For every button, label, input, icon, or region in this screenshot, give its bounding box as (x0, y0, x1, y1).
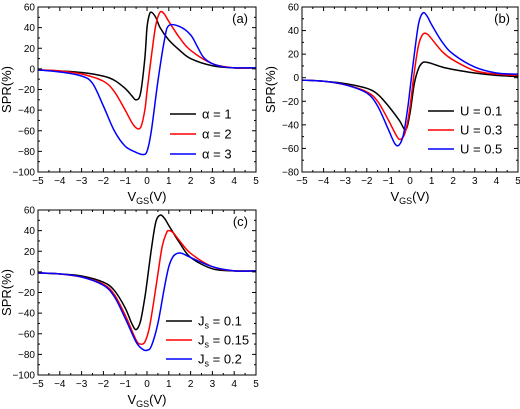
x-tick-label: 0 (144, 176, 150, 187)
series-line-0 (302, 61, 518, 131)
x-tick-label: 2 (188, 379, 194, 390)
x-tick-label: −3 (76, 379, 88, 390)
x-tick-label: −4 (54, 379, 66, 390)
y-tick-label: −40 (18, 309, 35, 320)
legend-entry-1: α = 2 (202, 127, 232, 142)
legend-entry-2: Js = 0.2 (198, 352, 242, 369)
y-tick-label: −100 (12, 371, 35, 382)
series-line-1 (302, 32, 518, 141)
y-axis-label: SPR(%) (263, 66, 278, 113)
y-tick-label: 0 (293, 73, 299, 84)
legend-entry-0: U = 0.1 (460, 104, 502, 119)
y-tick-label: 60 (288, 3, 300, 14)
y-tick-label: −60 (282, 144, 299, 155)
y-tick-label: −80 (18, 350, 35, 361)
x-tick-label: 3 (210, 379, 216, 390)
series-line-2 (38, 252, 256, 352)
x-tick-label: −2 (98, 176, 110, 187)
x-tick-label: 5 (253, 176, 259, 187)
x-axis-label: VGS(V) (127, 189, 166, 206)
x-tick-label: −1 (383, 176, 395, 187)
panel-label: (a) (232, 11, 248, 26)
series-line-1 (38, 10, 256, 130)
y-tick-label: 40 (288, 26, 300, 37)
x-tick-label: −3 (76, 176, 88, 187)
series-line-2 (38, 23, 256, 156)
series-line-0 (38, 11, 256, 101)
x-tick-label: −1 (119, 379, 131, 390)
x-tick-label: −5 (32, 176, 44, 187)
x-tick-label: 3 (210, 176, 216, 187)
legend-entry-0: Js = 0.1 (198, 314, 242, 331)
y-tick-label: 40 (24, 23, 36, 34)
y-tick-label: −20 (282, 97, 299, 108)
y-tick-label: 60 (24, 206, 36, 217)
x-tick-label: −2 (98, 379, 110, 390)
series-line-1 (38, 229, 256, 345)
legend-entry-2: U = 0.5 (460, 142, 502, 157)
y-tick-label: −100 (12, 168, 35, 179)
x-tick-label: −5 (32, 379, 44, 390)
x-tick-label: 4 (231, 379, 237, 390)
x-tick-label: 4 (231, 176, 237, 187)
y-tick-label: −20 (18, 288, 35, 299)
x-tick-label: 3 (472, 176, 478, 187)
y-tick-label: −40 (282, 120, 299, 131)
x-tick-label: 1 (429, 176, 435, 187)
y-axis-label: SPR(%) (0, 66, 14, 113)
y-axis-label: SPR(%) (0, 269, 14, 316)
panel-b: −5 −4 −3 −2 −1 0 1 2 3 4 5 −80 −60 −40 −20 0 20 40 60 VGS(V… (263, 3, 520, 207)
legend-entry-2: α = 3 (202, 147, 232, 162)
panel-label: (b) (494, 11, 510, 26)
x-tick-label: 0 (144, 379, 150, 390)
panel-label: (c) (233, 214, 248, 229)
x-tick-label: 0 (407, 176, 413, 187)
legend-entry-0: α = 1 (202, 107, 232, 122)
x-tick-label: 5 (253, 379, 259, 390)
y-tick-label: −20 (18, 85, 35, 96)
y-tick-label: 0 (29, 267, 35, 278)
x-tick-label: −5 (296, 176, 308, 187)
x-tick-label: −4 (54, 176, 66, 187)
y-tick-label: −80 (282, 168, 299, 179)
x-tick-label: 5 (515, 176, 520, 187)
series-line-0 (38, 214, 256, 331)
x-tick-label: 2 (450, 176, 456, 187)
x-tick-label: 4 (494, 176, 500, 187)
x-tick-label: 2 (188, 176, 194, 187)
y-tick-label: −80 (18, 147, 35, 158)
x-axis-label: VGS(V) (127, 392, 166, 409)
x-tick-label: −4 (318, 176, 330, 187)
x-tick-label: −3 (339, 176, 351, 187)
y-tick-label: −60 (18, 329, 35, 340)
series-line-2 (302, 11, 518, 147)
y-tick-label: −60 (18, 126, 35, 137)
legend-entry-1: U = 0.3 (460, 123, 502, 138)
y-tick-label: −40 (18, 106, 35, 117)
x-tick-label: 1 (166, 379, 172, 390)
y-tick-label: 0 (29, 64, 35, 75)
y-tick-label: 20 (24, 247, 36, 258)
x-tick-label: −2 (361, 176, 373, 187)
panel-a: −5 −4 −3 −2 −1 0 1 2 3 4 5 −100 −80 −60 −40 −20 0 20 40 60 V… (0, 3, 259, 207)
legend-entry-1: Js = 0.15 (198, 333, 249, 350)
x-tick-label: −1 (119, 176, 131, 187)
y-tick-label: 20 (288, 50, 300, 61)
x-axis-label: VGS(V) (390, 189, 429, 206)
y-tick-label: 40 (24, 226, 36, 237)
x-tick-label: 1 (166, 176, 172, 187)
panel-c: −5 −4 −3 −2 −1 0 1 2 3 4 5 −100 −80 −60 −40 −20 0 20 40 60 V… (0, 206, 259, 409)
y-tick-label: 60 (24, 3, 36, 14)
y-tick-label: 20 (24, 44, 36, 55)
